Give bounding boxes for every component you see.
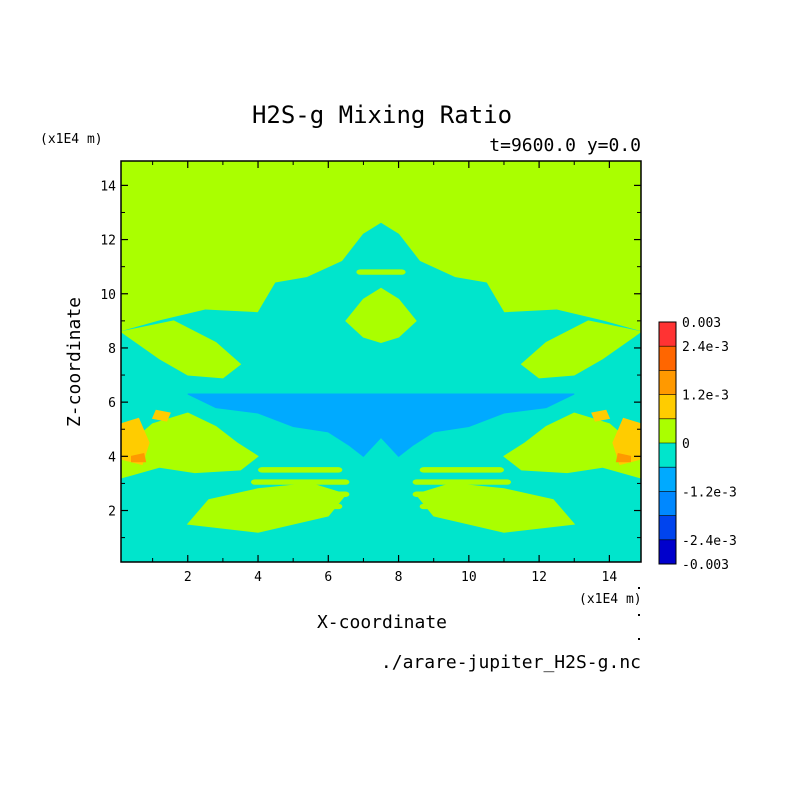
x-tick-label-5: 12 bbox=[531, 570, 547, 585]
colorbar-labels: 0.003 2.4e-3 1.2e-3 0 -1.2e-3 -2.4e-3 -0.003 bbox=[682, 316, 737, 573]
contour-region-12 bbox=[131, 453, 147, 463]
x-tick-label-4: 10 bbox=[461, 570, 477, 585]
colorbar-swatch-9 bbox=[659, 322, 676, 347]
colorbar-label-5: -2.4e-3 bbox=[682, 534, 737, 549]
y-tick-label-5: 12 bbox=[100, 234, 116, 249]
colorbar-label-0: 0.003 bbox=[682, 316, 721, 331]
corner-marks bbox=[638, 587, 640, 640]
contour-region-8 bbox=[345, 287, 417, 344]
y-tick-label-2: 6 bbox=[108, 396, 116, 411]
colorbar-swatch-0 bbox=[659, 539, 676, 564]
contour-region-9 bbox=[187, 393, 575, 457]
x-tick-label-0: 2 bbox=[184, 570, 192, 585]
contour-region-4 bbox=[121, 320, 242, 379]
x-tick-label-1: 4 bbox=[254, 570, 262, 585]
contour-region-5 bbox=[520, 320, 641, 379]
x-tick-label-6: 14 bbox=[602, 570, 618, 585]
y-tick-label-4: 10 bbox=[100, 288, 116, 303]
chart-title: H2S-g Mixing Ratio bbox=[252, 101, 512, 129]
colorbar-label-4: -1.2e-3 bbox=[682, 485, 737, 500]
chart-subtitle: t=9600.0 y=0.0 bbox=[489, 135, 641, 156]
colorbar-label-3: 0 bbox=[682, 437, 690, 452]
contour-band-3 bbox=[258, 503, 343, 510]
contour-region-11 bbox=[612, 417, 641, 466]
contour-region-15 bbox=[591, 409, 611, 422]
colorbar-label-2: 1.2e-3 bbox=[682, 389, 729, 404]
contour-band-2 bbox=[251, 491, 350, 497]
x-axis-label: X-coordinate bbox=[317, 612, 447, 633]
colorbar-swatch-3 bbox=[659, 467, 676, 492]
colorbar bbox=[658, 321, 677, 565]
contour-region-14 bbox=[151, 409, 171, 422]
colorbar-label-1: 2.4e-3 bbox=[682, 340, 729, 355]
colorbar-swatch-5 bbox=[659, 418, 676, 443]
y-unit-label: (x1E4 m) bbox=[40, 132, 103, 147]
colorbar-swatch-6 bbox=[659, 394, 676, 419]
x-axis: 2 4 6 8 10 12 14 bbox=[152, 161, 618, 585]
contour-region-10 bbox=[121, 417, 150, 466]
y-tick-label-0: 2 bbox=[108, 505, 116, 520]
y-axis-label: Z-coordinate bbox=[64, 297, 85, 427]
x-tick-label-2: 6 bbox=[324, 570, 332, 585]
colorbar-swatch-4 bbox=[659, 443, 676, 468]
plot-area bbox=[121, 161, 641, 562]
y-axis: 2 4 6 8 10 12 14 bbox=[100, 179, 641, 539]
contour-region-2 bbox=[121, 412, 259, 479]
contour-region-1 bbox=[121, 222, 641, 562]
colorbar-label-6: -0.003 bbox=[682, 558, 729, 573]
plot-frame bbox=[120, 160, 642, 563]
contour-band-0 bbox=[258, 467, 343, 473]
y-tick-label-1: 4 bbox=[108, 450, 116, 465]
source-file-label: ./arare-jupiter_H2S-g.nc bbox=[381, 652, 641, 673]
x-unit-label: (x1E4 m) bbox=[579, 592, 642, 607]
contour-band-1 bbox=[251, 479, 350, 485]
contour-region-13 bbox=[615, 453, 631, 463]
contour-region-3 bbox=[503, 412, 641, 479]
colorbar-swatch-7 bbox=[659, 370, 676, 395]
colorbar-swatch-8 bbox=[659, 346, 676, 371]
contour-band-6 bbox=[412, 491, 511, 497]
y-tick-label-6: 14 bbox=[100, 179, 116, 194]
x-tick-label-3: 8 bbox=[395, 570, 403, 585]
colorbar-swatch-2 bbox=[659, 491, 676, 516]
y-tick-label-3: 8 bbox=[108, 342, 116, 357]
colorbar-swatch-1 bbox=[659, 515, 676, 540]
contour-band-7 bbox=[419, 503, 504, 510]
contour-band-4 bbox=[419, 467, 504, 473]
contour-band-5 bbox=[412, 479, 511, 485]
contour-band-8 bbox=[356, 269, 406, 275]
